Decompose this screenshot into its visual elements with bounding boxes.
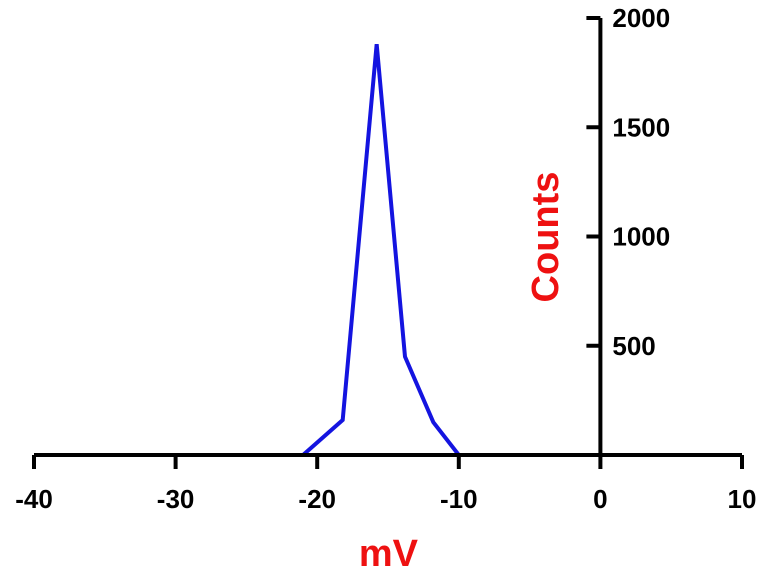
y-axis-title: Counts: [525, 172, 567, 303]
x-tick-label: -40: [15, 484, 53, 514]
y-ticks: 500 1000 1500 2000: [586, 3, 670, 361]
y-tick-label: 1000: [612, 222, 670, 252]
y-tick-label: 2000: [612, 3, 670, 33]
x-tick-label: -20: [298, 484, 336, 514]
x-tick-label: -30: [157, 484, 195, 514]
series-line: [34, 44, 601, 457]
x-ticks: -40 -30 -20 -10 0 10: [15, 455, 756, 514]
y-tick-label: 1500: [612, 112, 670, 142]
x-tick-label: -10: [440, 484, 478, 514]
y-tick-label: 500: [612, 331, 655, 361]
x-axis-title: mV: [359, 533, 419, 574]
x-tick-label: 0: [593, 484, 607, 514]
series-layer: [34, 44, 601, 457]
x-tick-label: 10: [728, 484, 757, 514]
